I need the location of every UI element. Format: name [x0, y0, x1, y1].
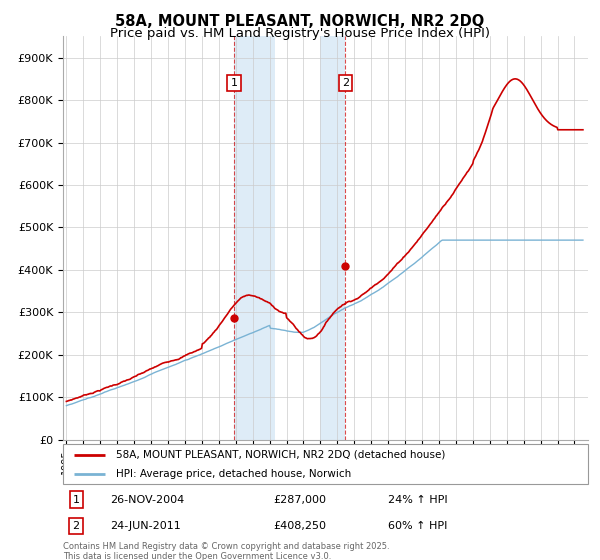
Bar: [234, 36, 275, 440]
Text: 24% ↑ HPI: 24% ↑ HPI: [389, 494, 448, 505]
Text: 1: 1: [73, 494, 80, 505]
Bar: [320, 36, 346, 440]
Text: £287,000: £287,000: [273, 494, 326, 505]
Text: Contains HM Land Registry data © Crown copyright and database right 2025.
This d: Contains HM Land Registry data © Crown c…: [63, 542, 389, 560]
Text: 2: 2: [342, 78, 349, 88]
Text: 26-NOV-2004: 26-NOV-2004: [110, 494, 185, 505]
Point: [229, 313, 239, 322]
Point: [341, 262, 350, 271]
Text: 58A, MOUNT PLEASANT, NORWICH, NR2 2DQ (detached house): 58A, MOUNT PLEASANT, NORWICH, NR2 2DQ (d…: [115, 450, 445, 460]
Text: £408,250: £408,250: [273, 521, 326, 531]
Text: 2: 2: [73, 521, 80, 531]
Text: Price paid vs. HM Land Registry's House Price Index (HPI): Price paid vs. HM Land Registry's House …: [110, 27, 490, 40]
Text: 1: 1: [231, 78, 238, 88]
Text: HPI: Average price, detached house, Norwich: HPI: Average price, detached house, Norw…: [115, 469, 351, 478]
Text: 58A, MOUNT PLEASANT, NORWICH, NR2 2DQ: 58A, MOUNT PLEASANT, NORWICH, NR2 2DQ: [115, 14, 485, 29]
Text: 24-JUN-2011: 24-JUN-2011: [110, 521, 181, 531]
Text: 60% ↑ HPI: 60% ↑ HPI: [389, 521, 448, 531]
FancyBboxPatch shape: [63, 444, 588, 484]
